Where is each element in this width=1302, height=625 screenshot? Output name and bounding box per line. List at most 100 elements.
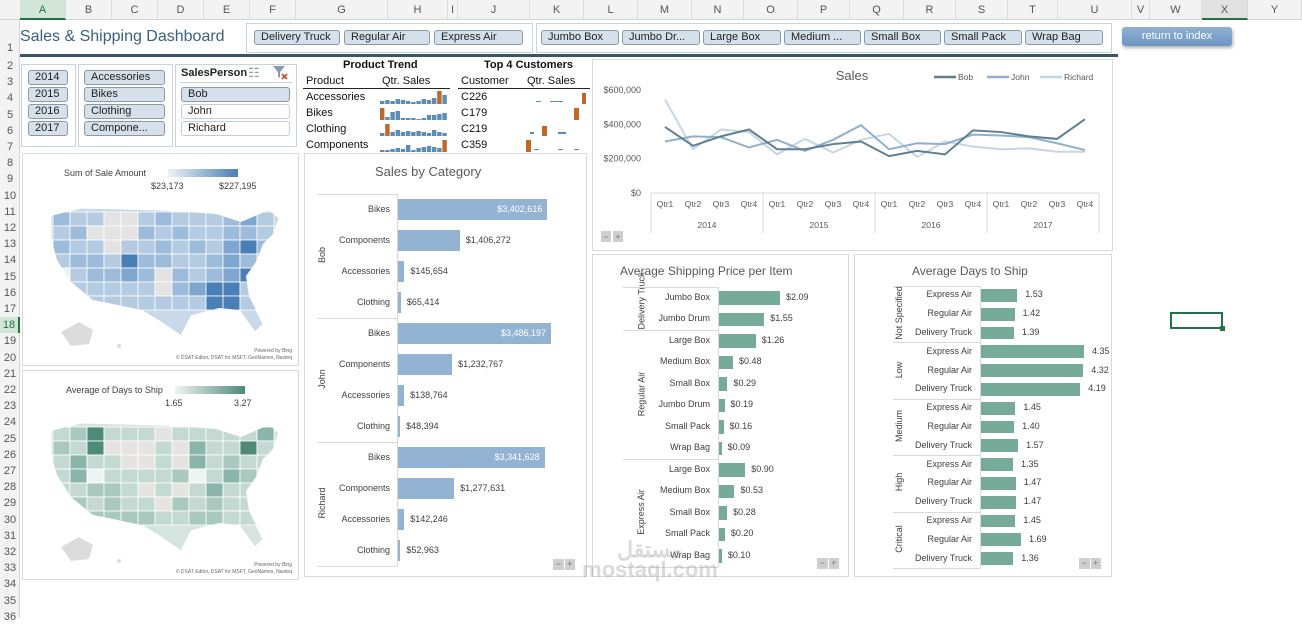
row-header-29[interactable]: 29 <box>3 497 17 510</box>
multi-select-icon[interactable]: ☷ <box>248 65 260 80</box>
salesperson-button-bob[interactable]: Bob <box>181 87 290 102</box>
ship-mode-button-2[interactable]: Express Air <box>434 30 523 45</box>
drill-buttons[interactable]: − + <box>553 559 575 570</box>
row-header-35[interactable]: 35 <box>3 594 17 607</box>
year-button-2014[interactable]: 2014 <box>28 70 68 85</box>
bar[interactable] <box>719 527 725 541</box>
year-button-2016[interactable]: 2016 <box>28 104 68 119</box>
column-header-F[interactable]: F <box>250 0 296 20</box>
bar[interactable] <box>719 334 756 348</box>
row-header-17[interactable]: 17 <box>3 303 17 315</box>
bar[interactable] <box>719 312 765 326</box>
bar[interactable] <box>398 478 455 499</box>
bar[interactable] <box>981 514 1016 528</box>
year-button-2015[interactable]: 2015 <box>28 87 68 102</box>
sales-map-chart[interactable]: Sum of Sale Amount $23,173 $227,195 Powe… <box>22 153 299 366</box>
row-header-19[interactable]: 19 <box>3 335 17 348</box>
column-header-K[interactable]: K <box>530 0 584 20</box>
expand-button[interactable]: + <box>1090 558 1101 569</box>
avg-shipping-price-chart[interactable]: Average Shipping Price per Item Jumbo Bo… <box>592 254 849 577</box>
container-button-4[interactable]: Small Box <box>864 30 941 45</box>
row-header-14[interactable]: 14 <box>3 254 17 267</box>
bar[interactable] <box>719 398 725 412</box>
ship-mode-button-0[interactable]: Delivery Truck <box>254 30 340 45</box>
us-sales-map[interactable] <box>41 204 296 354</box>
column-header-J[interactable]: J <box>458 0 530 20</box>
expand-button[interactable]: + <box>828 558 839 569</box>
row-header-15[interactable]: 15 <box>3 270 17 283</box>
row-header-5[interactable]: 5 <box>6 108 14 121</box>
row-header-34[interactable]: 34 <box>3 578 17 591</box>
sales-by-category-chart[interactable]: Sales by Category Bikes $3,402,616 Compone… <box>304 153 587 577</box>
collapse-button[interactable]: − <box>553 559 564 570</box>
row-header-8[interactable]: 8 <box>6 157 14 170</box>
bar[interactable] <box>981 552 1014 565</box>
column-header-O[interactable]: O <box>744 0 798 20</box>
column-header-M[interactable]: M <box>638 0 692 20</box>
bar[interactable] <box>981 420 1015 434</box>
column-header-I[interactable]: I <box>448 0 458 20</box>
category-button-1[interactable]: Bikes <box>84 87 165 102</box>
row-header-36[interactable]: 36 <box>3 610 17 623</box>
column-header-S[interactable]: S <box>956 0 1008 20</box>
bar[interactable] <box>398 354 453 375</box>
expand-button[interactable]: + <box>564 559 575 570</box>
column-header-U[interactable]: U <box>1058 0 1132 20</box>
sales-line-chart[interactable]: Sales $600,000 $400,000 $200,000 $0 Qtr1 Qtr2 Q… <box>592 59 1113 251</box>
drill-buttons[interactable]: − + <box>1079 558 1101 569</box>
category-button-2[interactable]: Clothing <box>84 104 165 119</box>
row-header-4[interactable]: 4 <box>6 92 14 105</box>
bar[interactable] <box>719 291 780 305</box>
drill-buttons[interactable]: − + <box>817 558 839 569</box>
row-header-28[interactable]: 28 <box>3 481 17 494</box>
bar[interactable] <box>719 377 728 391</box>
bar[interactable] <box>981 401 1016 415</box>
bar[interactable] <box>398 509 405 530</box>
bar[interactable] <box>981 495 1016 509</box>
bar[interactable] <box>981 364 1084 377</box>
row-header-21[interactable]: 21 <box>3 367 17 380</box>
row-header-20[interactable]: 20 <box>3 351 17 364</box>
row-header-16[interactable]: 16 <box>3 286 17 299</box>
avg-days-to-ship-chart[interactable]: Average Days to Ship Express Air 1.53 Regu… <box>854 254 1112 577</box>
bar[interactable] <box>719 484 735 498</box>
container-button-0[interactable]: Jumbo Box <box>541 30 619 45</box>
bar[interactable] <box>398 385 405 406</box>
row-header-12[interactable]: 12 <box>3 222 17 234</box>
category-button-0[interactable]: Accessories <box>84 70 165 85</box>
column-header-G[interactable]: G <box>296 0 388 20</box>
bar[interactable] <box>981 533 1022 547</box>
row-header-10[interactable]: 10 <box>3 189 17 202</box>
column-header-T[interactable]: T <box>1008 0 1058 20</box>
bar[interactable] <box>719 355 733 369</box>
column-header-N[interactable]: N <box>692 0 744 20</box>
row-header-3[interactable]: 3 <box>6 76 14 89</box>
row-header-22[interactable]: 22 <box>3 384 17 396</box>
column-header-E[interactable]: E <box>204 0 250 20</box>
year-button-2017[interactable]: 2017 <box>28 121 68 136</box>
container-button-2[interactable]: Large Box <box>703 30 781 45</box>
bar[interactable] <box>981 345 1084 359</box>
row-header-33[interactable]: 33 <box>3 562 17 575</box>
bar[interactable] <box>398 199 548 220</box>
bar[interactable] <box>719 441 722 455</box>
column-header-B[interactable]: B <box>66 0 112 20</box>
selected-cell-x18[interactable] <box>1170 312 1225 331</box>
row-header-23[interactable]: 23 <box>3 400 17 413</box>
bar[interactable] <box>398 230 460 251</box>
column-header-P[interactable]: P <box>798 0 850 20</box>
row-header-32[interactable]: 32 <box>3 546 17 558</box>
bar[interactable] <box>719 420 724 434</box>
column-header-R[interactable]: R <box>904 0 956 20</box>
column-header-V[interactable]: V <box>1132 0 1150 20</box>
bar[interactable] <box>398 323 551 344</box>
column-header-X[interactable]: X <box>1202 0 1248 20</box>
bar[interactable] <box>398 447 545 468</box>
column-header-Q[interactable]: Q <box>850 0 904 20</box>
column-header-L[interactable]: L <box>584 0 638 20</box>
row-header-7[interactable]: 7 <box>6 141 14 153</box>
bar[interactable] <box>719 506 728 520</box>
row-header-27[interactable]: 27 <box>3 465 17 477</box>
row-header-13[interactable]: 13 <box>3 238 17 251</box>
salesperson-button-richard[interactable]: Richard <box>181 121 290 136</box>
